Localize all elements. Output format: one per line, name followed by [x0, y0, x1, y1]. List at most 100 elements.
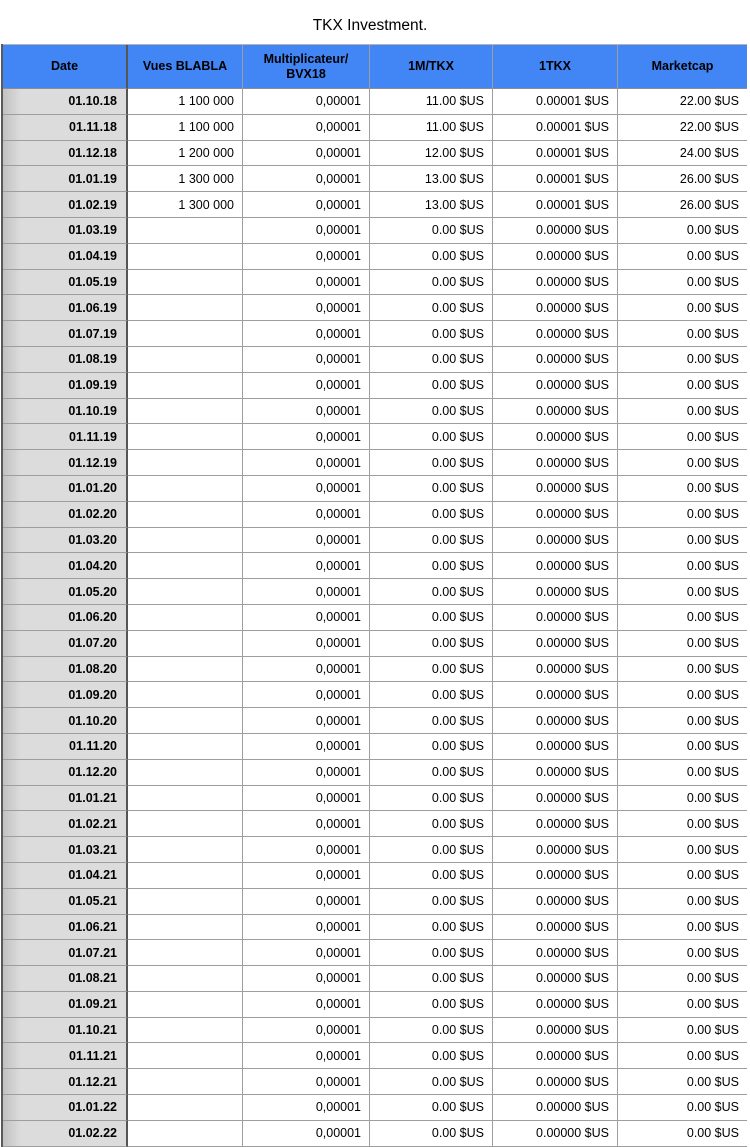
cell-vues[interactable] [128, 682, 243, 709]
cell-marketcap[interactable]: 0.00 $US [618, 1017, 747, 1044]
cell-date[interactable]: 01.11.19 [3, 424, 128, 451]
cell-marketcap[interactable]: 0.00 $US [618, 269, 747, 296]
cell-mult[interactable]: 0,00001 [243, 811, 370, 838]
cell-marketcap[interactable]: 0.00 $US [618, 321, 747, 347]
cell-1tkx[interactable]: 0.00000 $US [493, 682, 618, 709]
cell-mult[interactable]: 0,00001 [243, 1043, 370, 1070]
cell-marketcap[interactable]: 0.00 $US [618, 243, 747, 270]
cell-mult[interactable]: 0,00001 [243, 166, 370, 193]
cell-marketcap[interactable]: 0.00 $US [618, 966, 747, 992]
cell-1m-tkx[interactable]: 0.00 $US [370, 966, 493, 992]
cell-1tkx[interactable]: 0.00001 $US [493, 89, 618, 115]
cell-1m-tkx[interactable]: 0.00 $US [370, 398, 493, 425]
cell-date[interactable]: 01.12.19 [3, 450, 128, 476]
cell-mult[interactable]: 0,00001 [243, 733, 370, 760]
cell-marketcap[interactable]: 0.00 $US [618, 398, 747, 425]
cell-vues[interactable] [128, 888, 243, 915]
cell-marketcap[interactable]: 24.00 $US [618, 140, 747, 167]
cell-1m-tkx[interactable]: 0.00 $US [370, 450, 493, 476]
cell-date[interactable]: 01.04.19 [3, 243, 128, 270]
cell-1tkx[interactable]: 0.00000 $US [493, 837, 618, 863]
cell-vues[interactable] [128, 811, 243, 838]
cell-date[interactable]: 01.01.19 [3, 166, 128, 193]
cell-1tkx[interactable]: 0.00000 $US [493, 372, 618, 399]
cell-marketcap[interactable]: 0.00 $US [618, 553, 747, 580]
cell-1tkx[interactable]: 0.00000 $US [493, 475, 618, 502]
cell-mult[interactable]: 0,00001 [243, 89, 370, 115]
cell-1tkx[interactable]: 0.00001 $US [493, 140, 618, 167]
cell-1m-tkx[interactable]: 0.00 $US [370, 862, 493, 889]
cell-marketcap[interactable]: 0.00 $US [618, 424, 747, 451]
cell-vues[interactable] [128, 837, 243, 863]
cell-marketcap[interactable]: 0.00 $US [618, 1120, 747, 1147]
cell-date[interactable]: 01.03.19 [3, 217, 128, 244]
cell-date[interactable]: 01.03.20 [3, 527, 128, 554]
cell-1m-tkx[interactable]: 11.00 $US [370, 89, 493, 115]
cell-mult[interactable]: 0,00001 [243, 862, 370, 889]
cell-mult[interactable]: 0,00001 [243, 579, 370, 605]
cell-date[interactable]: 01.01.22 [3, 1095, 128, 1121]
cell-mult[interactable]: 0,00001 [243, 991, 370, 1018]
cell-vues[interactable] [128, 733, 243, 760]
cell-mult[interactable]: 0,00001 [243, 450, 370, 476]
cell-marketcap[interactable]: 0.00 $US [618, 656, 747, 683]
cell-mult[interactable]: 0,00001 [243, 295, 370, 322]
cell-vues[interactable] [128, 346, 243, 373]
cell-vues[interactable] [128, 1120, 243, 1147]
cell-mult[interactable]: 0,00001 [243, 372, 370, 399]
cell-mult[interactable]: 0,00001 [243, 346, 370, 373]
cell-1tkx[interactable]: 0.00000 $US [493, 1095, 618, 1121]
cell-1m-tkx[interactable]: 0.00 $US [370, 914, 493, 941]
cell-date[interactable]: 01.09.21 [3, 991, 128, 1018]
cell-date[interactable]: 01.12.20 [3, 759, 128, 786]
cell-mult[interactable]: 0,00001 [243, 140, 370, 167]
cell-mult[interactable]: 0,00001 [243, 424, 370, 451]
cell-vues[interactable] [128, 940, 243, 967]
cell-vues[interactable] [128, 862, 243, 889]
cell-date[interactable]: 01.06.21 [3, 914, 128, 941]
cell-mult[interactable]: 0,00001 [243, 1069, 370, 1096]
cell-date[interactable]: 01.06.20 [3, 604, 128, 631]
cell-date[interactable]: 01.02.21 [3, 811, 128, 838]
header-cell-1m-tkx[interactable]: 1M/TKX [370, 45, 493, 89]
cell-vues[interactable] [128, 398, 243, 425]
cell-1m-tkx[interactable]: 0.00 $US [370, 682, 493, 709]
cell-1tkx[interactable]: 0.00000 $US [493, 811, 618, 838]
cell-mult[interactable]: 0,00001 [243, 630, 370, 657]
cell-1tkx[interactable]: 0.00000 $US [493, 759, 618, 786]
cell-1tkx[interactable]: 0.00000 $US [493, 888, 618, 915]
cell-mult[interactable]: 0,00001 [243, 217, 370, 244]
cell-mult[interactable]: 0,00001 [243, 837, 370, 863]
cell-date[interactable]: 01.06.19 [3, 295, 128, 322]
cell-vues[interactable] [128, 630, 243, 657]
cell-date[interactable]: 01.10.20 [3, 708, 128, 734]
cell-marketcap[interactable]: 0.00 $US [618, 372, 747, 399]
cell-vues[interactable] [128, 759, 243, 786]
cell-1m-tkx[interactable]: 0.00 $US [370, 424, 493, 451]
header-cell-vues[interactable]: Vues BLABLA [128, 45, 243, 89]
cell-1m-tkx[interactable]: 0.00 $US [370, 217, 493, 244]
cell-marketcap[interactable]: 0.00 $US [618, 862, 747, 889]
cell-1tkx[interactable]: 0.00001 $US [493, 166, 618, 193]
cell-mult[interactable]: 0,00001 [243, 321, 370, 347]
cell-1m-tkx[interactable]: 0.00 $US [370, 1120, 493, 1147]
cell-marketcap[interactable]: 0.00 $US [618, 1043, 747, 1070]
cell-vues[interactable] [128, 553, 243, 580]
cell-mult[interactable]: 0,00001 [243, 1120, 370, 1147]
cell-marketcap[interactable]: 0.00 $US [618, 604, 747, 631]
cell-1tkx[interactable]: 0.00000 $US [493, 940, 618, 967]
cell-mult[interactable]: 0,00001 [243, 1017, 370, 1044]
cell-date[interactable]: 01.07.20 [3, 630, 128, 657]
cell-vues[interactable] [128, 217, 243, 244]
cell-1tkx[interactable]: 0.00000 $US [493, 604, 618, 631]
cell-1m-tkx[interactable]: 0.00 $US [370, 501, 493, 528]
cell-date[interactable]: 01.05.19 [3, 269, 128, 296]
cell-vues[interactable] [128, 604, 243, 631]
cell-vues[interactable] [128, 243, 243, 270]
cell-mult[interactable]: 0,00001 [243, 888, 370, 915]
cell-date[interactable]: 01.08.21 [3, 966, 128, 992]
cell-1tkx[interactable]: 0.00000 $US [493, 708, 618, 734]
cell-1m-tkx[interactable]: 12.00 $US [370, 140, 493, 167]
cell-marketcap[interactable]: 0.00 $US [618, 914, 747, 941]
cell-marketcap[interactable]: 0.00 $US [618, 733, 747, 760]
